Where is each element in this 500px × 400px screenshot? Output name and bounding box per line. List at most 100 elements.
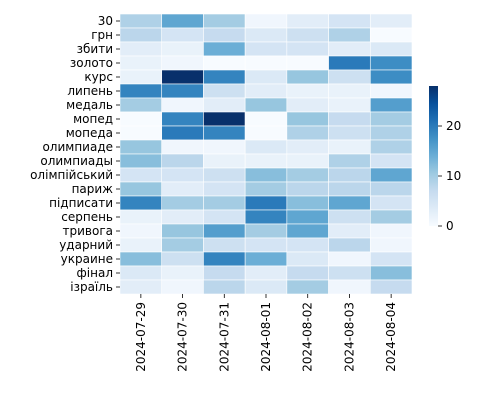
heatmap-cell <box>244 195 288 211</box>
heatmap-cell <box>369 279 413 295</box>
heatmap-cell <box>328 251 371 267</box>
heatmap-cell <box>244 125 288 141</box>
heatmap-cell <box>328 167 371 183</box>
heatmap-cell <box>369 237 413 253</box>
y-tick-label: мопеда <box>66 126 113 140</box>
heatmap-cell <box>119 27 163 43</box>
y-axis: 30грнзбитизолотокурслипеньмедальмопедмоп… <box>30 14 120 294</box>
y-tick-label: підписати <box>49 196 113 210</box>
heatmap-cell <box>244 97 288 113</box>
y-tick-label: ізраїль <box>70 280 113 294</box>
heatmap-cell <box>286 223 329 239</box>
heatmap-cell <box>286 13 329 29</box>
heatmap-cell <box>369 97 413 113</box>
heatmap-cell <box>286 139 329 155</box>
heatmap-cell <box>161 13 204 29</box>
heatmap-cell <box>119 251 163 267</box>
heatmap-cell <box>161 41 204 57</box>
heatmap-cell <box>328 195 371 211</box>
heatmap-cell <box>161 111 204 127</box>
heatmap-cell <box>369 13 413 29</box>
heatmap-cell <box>161 125 204 141</box>
heatmap-cell <box>286 125 329 141</box>
heatmap-cell <box>119 83 163 99</box>
heatmap-cell <box>244 223 288 239</box>
heatmap-cell <box>369 69 413 85</box>
heatmap-cell <box>369 55 413 71</box>
heatmap-cell <box>244 153 288 169</box>
heatmap-cell <box>244 27 288 43</box>
heatmap-cell <box>286 153 329 169</box>
y-tick-label: 30 <box>98 14 113 28</box>
y-tick-label: тривога <box>63 224 113 238</box>
heatmap-cell <box>328 209 371 225</box>
heatmap-cell <box>286 111 329 127</box>
heatmap-cell <box>203 251 246 267</box>
heatmap-cell <box>328 237 371 253</box>
heatmap-cell <box>119 55 163 71</box>
heatmap-cell <box>328 223 371 239</box>
heatmap-cell <box>286 265 329 281</box>
heatmap-cell <box>203 153 246 169</box>
heatmap-cell <box>244 237 288 253</box>
heatmap-cell <box>203 265 246 281</box>
heatmap-cell <box>203 13 246 29</box>
heatmap-cell <box>244 13 288 29</box>
heatmap-cell <box>369 167 413 183</box>
heatmap-cell <box>161 237 204 253</box>
heatmap-cell <box>244 69 288 85</box>
heatmap-cell <box>328 55 371 71</box>
heatmap-cell <box>369 223 413 239</box>
heatmap-cell <box>119 223 163 239</box>
heatmap-cell <box>161 265 204 281</box>
heatmap-cell <box>203 125 246 141</box>
heatmap-cell <box>369 181 413 197</box>
heatmap-cell <box>119 13 163 29</box>
heatmap-cell <box>369 83 413 99</box>
heatmap-cell <box>161 69 204 85</box>
heatmap-cell <box>286 195 329 211</box>
heatmap-cell <box>119 195 163 211</box>
heatmap-cell <box>119 139 163 155</box>
heatmap-cell <box>286 27 329 43</box>
heatmap-cell <box>161 55 204 71</box>
heatmap-cell <box>119 209 163 225</box>
heatmap-cell <box>119 279 163 295</box>
heatmap-cell <box>369 195 413 211</box>
y-tick-label: олимпиаде <box>42 140 113 154</box>
heatmap-cell <box>244 55 288 71</box>
heatmap-cell <box>161 181 204 197</box>
heatmap-cell <box>328 125 371 141</box>
heatmap-cell <box>369 27 413 43</box>
heatmap-cell <box>203 181 246 197</box>
heatmap-cell <box>161 97 204 113</box>
colorbar-gradient <box>429 86 438 226</box>
heatmap-cell <box>161 223 204 239</box>
heatmap-cell <box>244 83 288 99</box>
heatmap-cell <box>161 209 204 225</box>
heatmap-cell <box>328 111 371 127</box>
x-tick-label: 2024-08-02 <box>301 302 315 372</box>
y-tick-label: курс <box>84 70 113 84</box>
heatmap-cell <box>328 13 371 29</box>
heatmap-cell <box>119 167 163 183</box>
y-tick-label: украине <box>61 252 113 266</box>
heatmap-cell <box>328 97 371 113</box>
heatmap-cell <box>203 55 246 71</box>
heatmap-cell <box>286 181 329 197</box>
y-tick-label: мопед <box>73 112 113 126</box>
heatmap-cell <box>161 195 204 211</box>
heatmap-cell <box>119 265 163 281</box>
heatmap-cell <box>203 209 246 225</box>
heatmap-cell <box>286 279 329 295</box>
heatmap-cell <box>286 41 329 57</box>
heatmap-cell <box>203 139 246 155</box>
heatmap-cell <box>119 237 163 253</box>
heatmap-cell <box>286 237 329 253</box>
heatmap-cell <box>203 167 246 183</box>
heatmap-cell <box>244 209 288 225</box>
y-tick-label: олімпійський <box>30 168 113 182</box>
heatmap-cell <box>328 41 371 57</box>
x-tick-label: 2024-07-31 <box>217 302 231 372</box>
